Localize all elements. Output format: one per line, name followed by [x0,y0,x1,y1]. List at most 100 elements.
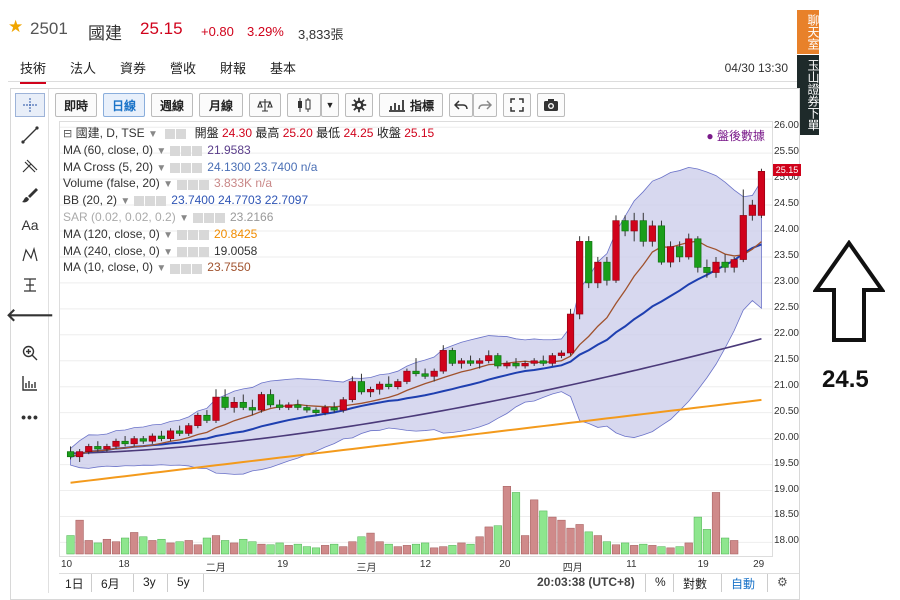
tab-fundamentals[interactable]: 基本 [270,61,297,76]
tab-margin[interactable]: 資券 [120,61,147,76]
indicator-controls[interactable] [170,260,203,277]
volume-bar [166,542,175,555]
undo-icon[interactable] [449,93,473,117]
indicators-button[interactable]: 指標 [379,93,443,117]
price-axis-label: 22.00 [773,327,799,339]
legend-indicator-row: MA (10, close, 0) ▼ 23.7550 [63,259,434,276]
range-3y-button[interactable]: 3y [143,575,156,589]
volume-bar [339,546,348,555]
brush-icon[interactable] [15,183,45,207]
more-tools-icon[interactable]: ••• [21,409,39,425]
bottom-settings-gear-icon[interactable]: ⚙ [777,575,788,589]
volume-bar [539,510,548,555]
candle-body [303,407,311,411]
interval-intraday-button[interactable]: 即時 [55,93,97,117]
range-5y-button[interactable]: 5y [177,575,190,589]
measure-icon[interactable] [15,273,45,297]
range-1d-button[interactable]: 1日 [65,577,84,591]
legend-value-3: 22.7097 [264,193,309,208]
candle-body [194,414,202,426]
volume-bar [130,532,139,555]
tab-institutional[interactable]: 法人 [70,61,97,76]
settings-gear-icon[interactable] [345,93,373,117]
candle-type-dropdown-icon[interactable]: ▼ [321,93,339,117]
broker-order-tab[interactable]: 玉山證券下單 [797,55,820,135]
after-hours-data-link[interactable]: ● 盤後數據 [706,129,765,143]
legend-close: 25.15 [404,126,435,140]
favorite-star-icon[interactable]: ★ [8,17,24,36]
indicator-menu-icon[interactable]: ▼ [163,229,173,241]
indicator-controls[interactable] [176,226,210,243]
fork-icon[interactable] [15,153,45,177]
legend-value-2: 23.7400 [254,159,298,174]
clock: 20:03:38 (UTC+8) [537,575,635,589]
collapse-legend-icon[interactable]: ⊟ [63,128,73,140]
volume-bar [375,541,384,555]
arrow-left-icon[interactable]: 🡐 [5,304,55,325]
camera-snapshot-icon[interactable] [537,93,565,117]
candle-body [439,350,447,372]
indicator-menu-icon[interactable]: ▼ [179,212,189,224]
candle-body [712,261,720,273]
indicator-controls[interactable] [170,159,203,176]
volume-bar [484,526,493,555]
tab-revenue[interactable]: 營收 [170,61,197,76]
indicator-menu-icon[interactable]: ▼ [156,263,167,275]
price-axis-label: 26.00 [773,120,799,132]
time-axis-label: 三月 [356,563,377,574]
indicator-menu-icon[interactable]: ▼ [163,246,173,258]
volume-bar [202,537,211,555]
candle-type-icon[interactable] [287,93,321,117]
tab-technical[interactable]: 技術 [20,58,47,84]
candle-body [185,425,193,434]
indicator-controls[interactable] [170,142,203,159]
indicator-controls[interactable] [176,243,210,260]
indicator-controls[interactable] [134,193,167,210]
percent-scale-button[interactable]: % [655,575,666,589]
legend-main-controls[interactable] [165,125,187,142]
price-chart-area[interactable] [59,121,773,557]
legend-low: 24.25 [343,126,374,140]
candle-body [203,414,211,421]
candle-body [312,409,320,413]
crosshair-icon[interactable] [15,93,45,117]
pattern-icon[interactable] [15,243,45,267]
time-axis-label: 18 [118,559,130,570]
fullscreen-icon[interactable] [503,93,531,117]
indicator-menu-icon[interactable]: ▼ [163,179,173,191]
indicator-controls[interactable] [192,209,226,226]
volume-bar [584,531,593,555]
volume-bar [611,544,621,555]
interval-monthly-button[interactable]: 月線 [199,93,243,117]
legend-value-1: 19.0058 [213,243,258,258]
candle-body [76,451,84,458]
indicator-menu-icon[interactable]: ▼ [120,196,131,208]
time-axis-label: 11 [626,559,637,570]
zoom-in-icon[interactable] [15,341,45,365]
compare-scale-icon[interactable] [249,93,281,117]
indicator-menu-icon[interactable]: ▼ [156,145,167,157]
chatroom-tab[interactable]: 聊天室 [797,10,820,54]
auto-scale-button[interactable]: 自動 [731,577,756,591]
redo-icon[interactable] [473,93,497,117]
interval-weekly-button[interactable]: 週線 [151,93,193,117]
indicator-menu-icon[interactable]: ▼ [156,162,167,174]
volume-bar [157,538,166,555]
indicator-controls[interactable] [176,176,210,193]
tab-financials[interactable]: 財報 [220,61,247,76]
volume-bar [593,535,602,555]
candle-body [621,220,629,232]
volume-bar [684,542,693,555]
trendline-icon[interactable] [15,123,45,147]
volume-bar [475,536,484,555]
ruler-icon[interactable] [15,371,45,395]
volume-bar [557,519,566,555]
candle-body [748,204,756,216]
section-tabs: 技術 法人 資券 營收 財報 基本 04/30 13:30 [8,56,798,84]
interval-daily-button[interactable]: 日線 [103,93,145,117]
log-scale-button[interactable]: 對數 [683,577,708,591]
text-tool-icon[interactable]: Aa [21,217,39,233]
range-6m-button[interactable]: 6月 [101,577,120,591]
candle-body [521,363,529,367]
up-arrow-annotation-icon [813,240,885,342]
